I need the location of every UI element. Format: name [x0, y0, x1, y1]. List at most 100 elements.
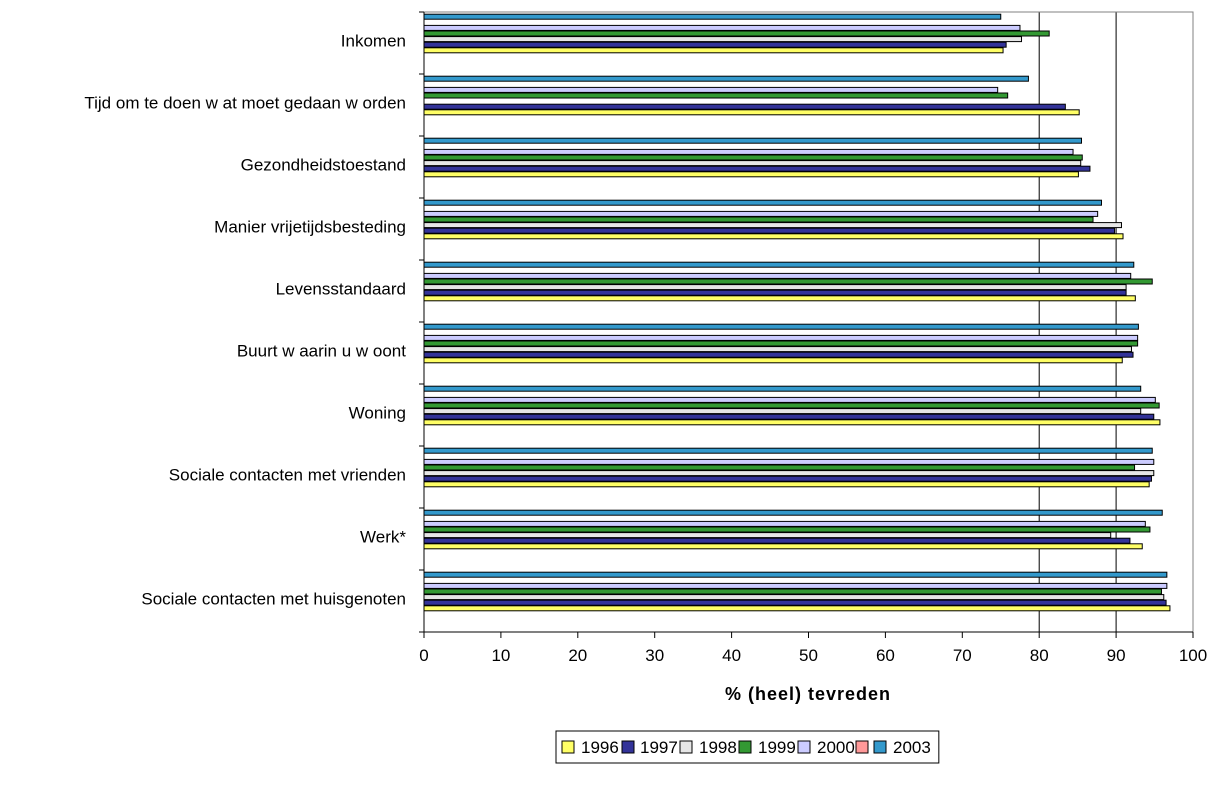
bar-sociale-contacten-met-vrienden-1999	[423, 464, 1136, 471]
legend-label-1997: 1997	[640, 738, 678, 757]
bar-sociale-contacten-met-vrienden-1996	[423, 481, 1150, 488]
bar-inkomen-2003	[423, 13, 1002, 20]
bar-sociale-contacten-met-huisgenoten-1996	[423, 605, 1171, 612]
legend-swatch-1996	[561, 740, 575, 754]
x-tick-label-30: 30	[645, 646, 664, 665]
bar-manier-vrijetijdsbesteding-1998	[423, 222, 1122, 229]
category-label-manier-vrijetijdsbesteding: Manier vrijetijdsbesteding	[214, 218, 406, 237]
bar-werk-1997	[423, 537, 1131, 544]
bar-tijd-om-te-doen-w-at-moet-gedaan-w-orden-1999	[423, 92, 1009, 99]
bar-gezondheidstoestand-2003	[423, 137, 1082, 144]
legend-label-1998: 1998	[699, 738, 737, 757]
x-tick-label-0: 0	[419, 646, 428, 665]
bar-sociale-contacten-met-vrienden-1998	[423, 470, 1155, 477]
category-label-sociale-contacten-met-huisgenoten: Sociale contacten met huisgenoten	[141, 590, 406, 609]
bar-inkomen-1996	[423, 47, 1004, 54]
bar-werk-1996	[423, 543, 1143, 550]
bar-werk-2000	[423, 520, 1146, 527]
bar-buurt-w-aarin-u-w-oont-1998	[423, 346, 1132, 353]
bar-sociale-contacten-met-huisgenoten-1999	[423, 588, 1162, 595]
bar-sociale-contacten-met-huisgenoten-1998	[423, 594, 1165, 601]
bar-buurt-w-aarin-u-w-oont-1997	[423, 351, 1134, 358]
legend-label-1999: 1999	[758, 738, 796, 757]
bar-buurt-w-aarin-u-w-oont-2003	[423, 323, 1139, 330]
bar-inkomen-1999	[423, 30, 1050, 37]
legend-swatch-1997	[621, 740, 635, 754]
legend-swatch-1999	[738, 740, 752, 754]
category-labels: Inkomen Tijd om te doen w at moet gedaan …	[84, 32, 406, 609]
bar-sociale-contacten-met-vrienden-2000	[423, 458, 1155, 465]
x-axis-title: % (heel) tevreden	[725, 684, 891, 704]
x-tick-label-70: 70	[953, 646, 972, 665]
bar-gezondheidstoestand-1998	[423, 160, 1082, 167]
bar-manier-vrijetijdsbesteding-1999	[423, 216, 1094, 223]
bar-gezondheidstoestand-2000	[423, 148, 1074, 155]
legend-label-1996: 1996	[581, 738, 619, 757]
x-tick-label-100: 100	[1179, 646, 1207, 665]
bar-levensstandaard-1999	[423, 278, 1153, 285]
bar-tijd-om-te-doen-w-at-moet-gedaan-w-orden-2003	[423, 75, 1029, 82]
category-label-tijd-om-te-doen-w-at-moet-gedaan-w-orden: Tijd om te doen w at moet gedaan w orden	[84, 94, 406, 113]
bar-tijd-om-te-doen-w-at-moet-gedaan-w-orden-1997	[423, 103, 1066, 110]
bar-gezondheidstoestand-1999	[423, 154, 1083, 161]
bar-tijd-om-te-doen-w-at-moet-gedaan-w-orden-2000	[423, 86, 999, 93]
bar-buurt-w-aarin-u-w-oont-2000	[423, 334, 1139, 341]
bar-levensstandaard-1996	[423, 295, 1136, 302]
x-tick-label-40: 40	[722, 646, 741, 665]
category-label-werk: Werk*	[360, 528, 406, 547]
x-tick-label-60: 60	[876, 646, 895, 665]
bar-levensstandaard-2003	[423, 261, 1135, 268]
bar-inkomen-1997	[423, 41, 1007, 48]
bar-manier-vrijetijdsbesteding-2000	[423, 210, 1099, 217]
x-tick-label-80: 80	[1030, 646, 1049, 665]
legend-swatch-2003	[873, 740, 887, 754]
bar-sociale-contacten-met-huisgenoten-1997	[423, 599, 1167, 606]
bar-manier-vrijetijdsbesteding-1997	[423, 227, 1116, 234]
bar-inkomen-1998	[423, 36, 1023, 43]
bar-sociale-contacten-met-huisgenoten-2000	[423, 582, 1168, 589]
bar-woning-1996	[423, 419, 1161, 426]
bar-woning-2003	[423, 385, 1142, 392]
bar-sociale-contacten-met-huisgenoten-2003	[423, 571, 1168, 578]
legend-label-2003: 2003	[893, 738, 931, 757]
legend-swatch-2000	[797, 740, 811, 754]
bar-buurt-w-aarin-u-w-oont-1996	[423, 357, 1123, 364]
bar-levensstandaard-1997	[423, 289, 1127, 296]
x-tick-label-50: 50	[799, 646, 818, 665]
legend-swatch-1998	[679, 740, 693, 754]
bar-woning-1997	[423, 413, 1155, 420]
category-label-inkomen: Inkomen	[341, 32, 406, 51]
category-label-buurt-w-aarin-u-w-oont: Buurt w aarin u w oont	[237, 342, 406, 361]
category-label-levensstandaard: Levensstandaard	[276, 280, 406, 299]
legend: 1996 1997 1998 1999 2000 2003	[555, 730, 940, 764]
bar-woning-1999	[423, 402, 1160, 409]
category-label-sociale-contacten-met-vrienden: Sociale contacten met vrienden	[169, 466, 406, 485]
bar-tijd-om-te-doen-w-at-moet-gedaan-w-orden-1996	[423, 109, 1080, 116]
bar-werk-1999	[423, 526, 1151, 533]
x-tick-label-20: 20	[568, 646, 587, 665]
bar-sociale-contacten-met-vrienden-1997	[423, 475, 1152, 482]
bar-manier-vrijetijdsbesteding-2003	[423, 199, 1102, 206]
bar-werk-2003	[423, 509, 1163, 516]
bar-werk-1998	[423, 532, 1112, 539]
bar-sociale-contacten-met-vrienden-2003	[423, 447, 1153, 454]
bars	[423, 13, 1171, 612]
x-tick-label-90: 90	[1107, 646, 1126, 665]
x-axis-ticks: 0 10 20 30 40 50 60 70 80 90 100	[419, 632, 1207, 665]
x-tick-label-10: 10	[491, 646, 510, 665]
bar-woning-1998	[423, 408, 1142, 415]
bar-levensstandaard-1998	[423, 284, 1127, 291]
category-label-gezondheidstoestand: Gezondheidstoestand	[241, 156, 406, 175]
bar-gezondheidstoestand-1996	[423, 171, 1079, 178]
category-label-woning: Woning	[349, 404, 406, 423]
bar-levensstandaard-2000	[423, 272, 1132, 279]
bar-manier-vrijetijdsbesteding-1996	[423, 233, 1124, 240]
bar-buurt-w-aarin-u-w-oont-1999	[423, 340, 1139, 347]
bar-gezondheidstoestand-1997	[423, 165, 1091, 172]
legend-label-2000: 2000	[817, 738, 855, 757]
legend-swatch-series5	[855, 740, 869, 754]
bar-inkomen-2000	[423, 24, 1021, 31]
bar-woning-2000	[423, 396, 1156, 403]
